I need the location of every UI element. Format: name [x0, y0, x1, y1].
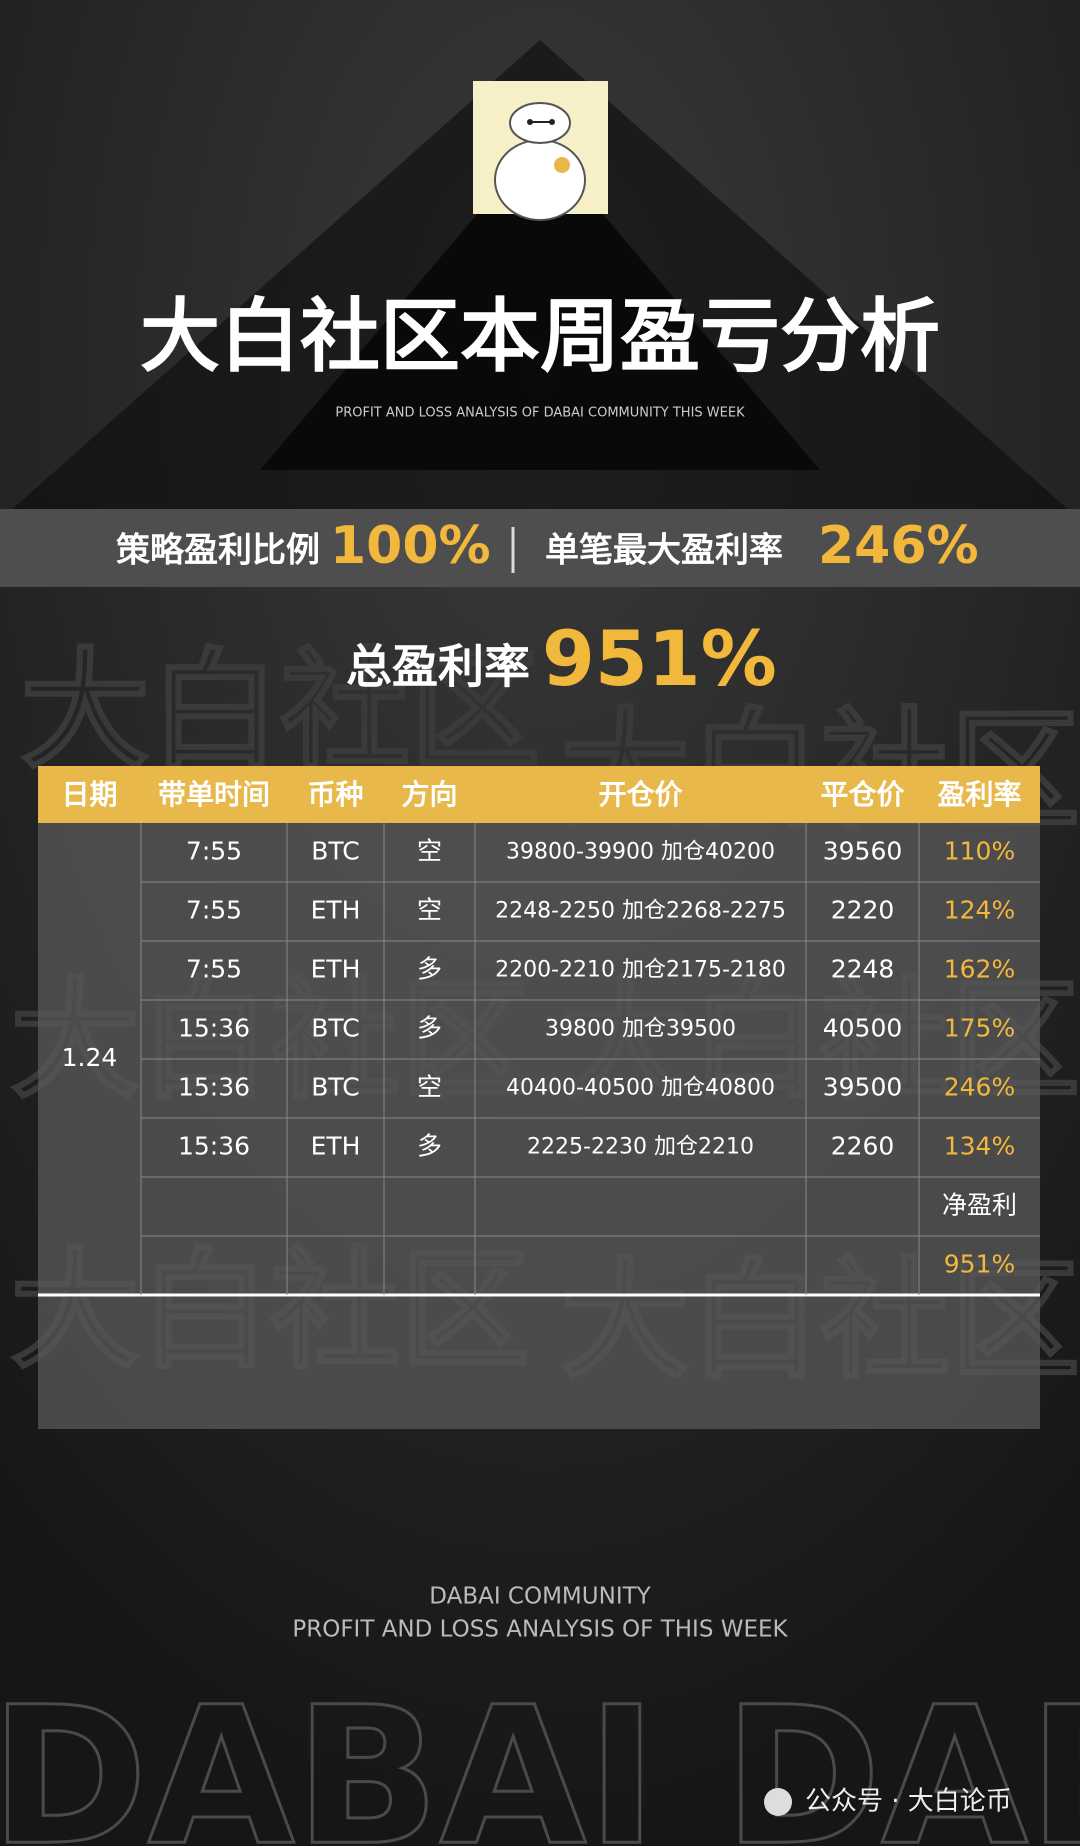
cell: 15:36	[178, 1132, 250, 1161]
total-label: 总盈利率	[346, 640, 530, 694]
cell: 2225-2230 加仓2210	[527, 1135, 754, 1160]
cell: 15:36	[178, 1014, 250, 1043]
net-label: 净盈利	[942, 1191, 1017, 1220]
table-body	[38, 823, 1040, 1429]
cell: ETH	[311, 955, 361, 984]
title: 大白社区本周盈亏分析	[140, 290, 940, 383]
cell: 110%	[944, 837, 1015, 866]
ratio-value: 100%	[330, 516, 491, 576]
stats-band	[0, 509, 1080, 587]
header-cell: 方向	[401, 778, 457, 811]
cell: 39560	[823, 837, 903, 866]
cell: 空	[417, 896, 442, 925]
cell: BTC	[311, 837, 359, 866]
header-cell: 平仓价	[820, 778, 905, 811]
cell: 40400-40500 加仓40800	[506, 1076, 775, 1101]
watermark: 大白社区	[20, 635, 540, 787]
cell: 39800-39900 加仓40200	[506, 840, 775, 865]
logo	[473, 81, 608, 221]
cell: BTC	[311, 1014, 359, 1043]
cell: 2260	[831, 1132, 895, 1161]
cell: 2248-2250 加仓2268-2275	[495, 899, 786, 924]
header-cell: 日期	[61, 778, 117, 811]
cell: 7:55	[186, 896, 242, 925]
header-cell: 带单时间	[158, 778, 270, 811]
cell: 39800 加仓39500	[545, 1017, 736, 1042]
cell: 40500	[823, 1014, 903, 1043]
total-value: 951%	[542, 614, 777, 703]
max-value: 246%	[818, 516, 979, 576]
cell: 2248	[831, 955, 895, 984]
subtitle: PROFIT AND LOSS ANALYSIS OF DABAI COMMUN…	[335, 406, 745, 421]
cell: 162%	[944, 955, 1015, 984]
net-value: 951%	[944, 1250, 1015, 1279]
cell: 空	[417, 837, 442, 866]
cell: 7:55	[186, 955, 242, 984]
cell: 15:36	[178, 1073, 250, 1102]
cell: 多	[417, 1014, 442, 1043]
cell: 124%	[944, 896, 1015, 925]
cell: 多	[417, 955, 442, 984]
table-header	[38, 766, 1040, 823]
cell: 246%	[944, 1073, 1015, 1102]
header-cell: 币种	[307, 778, 363, 811]
cell: ETH	[311, 1132, 361, 1161]
header-cell: 开仓价	[598, 778, 683, 811]
cell: 7:55	[186, 837, 242, 866]
account: 公众号 · 大白论币	[805, 1787, 1012, 1817]
cell: BTC	[311, 1073, 359, 1102]
cell: 39500	[823, 1073, 903, 1102]
cell: 2220	[831, 896, 895, 925]
header-cell: 盈利率	[937, 778, 1021, 811]
cell: 空	[417, 1073, 442, 1102]
table: 日期 带单时间 币种 方向 开仓价 平仓价 盈利率 1.24 7:55 BTC 空 39800-399…	[38, 778, 1040, 1297]
cell: 2200-2210 加仓2175-2180	[495, 958, 786, 983]
cell: ETH	[311, 896, 361, 925]
footer-big: DABAI DAB	[0, 1666, 1080, 1846]
cell: 175%	[944, 1014, 1015, 1043]
cell: 多	[417, 1132, 442, 1161]
max-label: 单笔最大盈利率	[545, 531, 783, 571]
cell: 134%	[944, 1132, 1015, 1161]
triangle-inner	[260, 140, 820, 470]
account-icon	[764, 1788, 792, 1816]
footer-line1: DABAI COMMUNITY	[429, 1584, 651, 1610]
ratio-label: 策略盈利比例	[116, 531, 320, 571]
date-cell: 1.24	[62, 1043, 118, 1072]
footer-line2: PROFIT AND LOSS ANALYSIS OF THIS WEEK	[292, 1617, 788, 1643]
